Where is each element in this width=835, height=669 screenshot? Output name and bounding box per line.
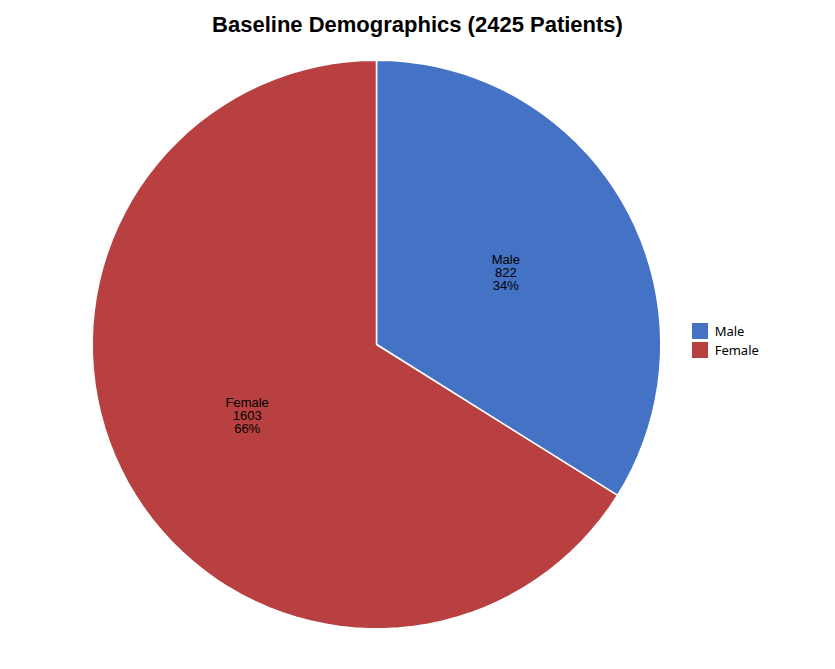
html-text:Baseline Demographics (2425 Pa: Baseline Demographics (2425 Patients) bbox=[212, 12, 623, 37]
svg-text:Female160366%: Female160366% bbox=[226, 395, 269, 436]
html-text:Female: Female bbox=[714, 340, 759, 359]
html-text:Male: Male bbox=[714, 321, 745, 340]
svg-text:Male82234%: Male82234% bbox=[492, 252, 520, 293]
